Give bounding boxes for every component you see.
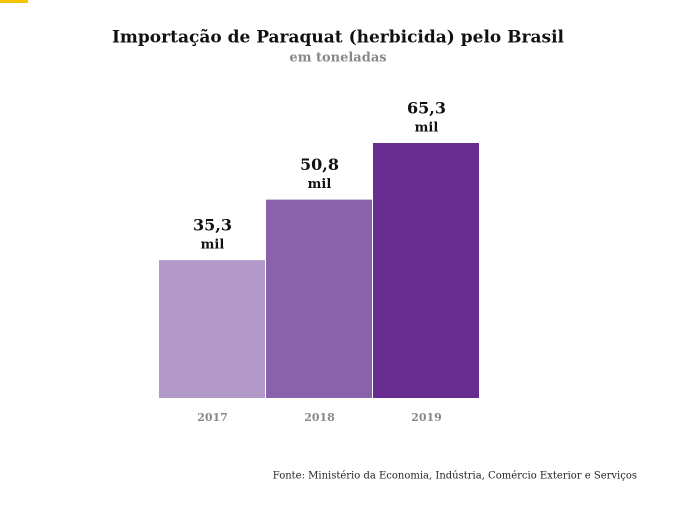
- bar: [266, 199, 372, 398]
- x-tick-label: 2018: [304, 411, 335, 424]
- value-unit: mil: [308, 177, 332, 192]
- x-tick-label: 2017: [197, 411, 228, 424]
- x-tick-label: 2019: [411, 411, 442, 424]
- chart-title: Importação de Paraquat (herbicida) pelo …: [112, 28, 565, 48]
- value-label: 35,3: [193, 216, 232, 235]
- bar: [159, 260, 265, 398]
- chart-subtitle: em toneladas: [289, 51, 386, 66]
- value-unit: mil: [415, 121, 439, 136]
- value-unit: mil: [201, 238, 225, 253]
- value-label: 50,8: [300, 155, 339, 174]
- value-label: 65,3: [407, 99, 446, 118]
- source-note: Fonte: Ministério da Economia, Indústria…: [273, 471, 637, 482]
- bar: [373, 143, 479, 398]
- brand-mark: [0, 0, 28, 3]
